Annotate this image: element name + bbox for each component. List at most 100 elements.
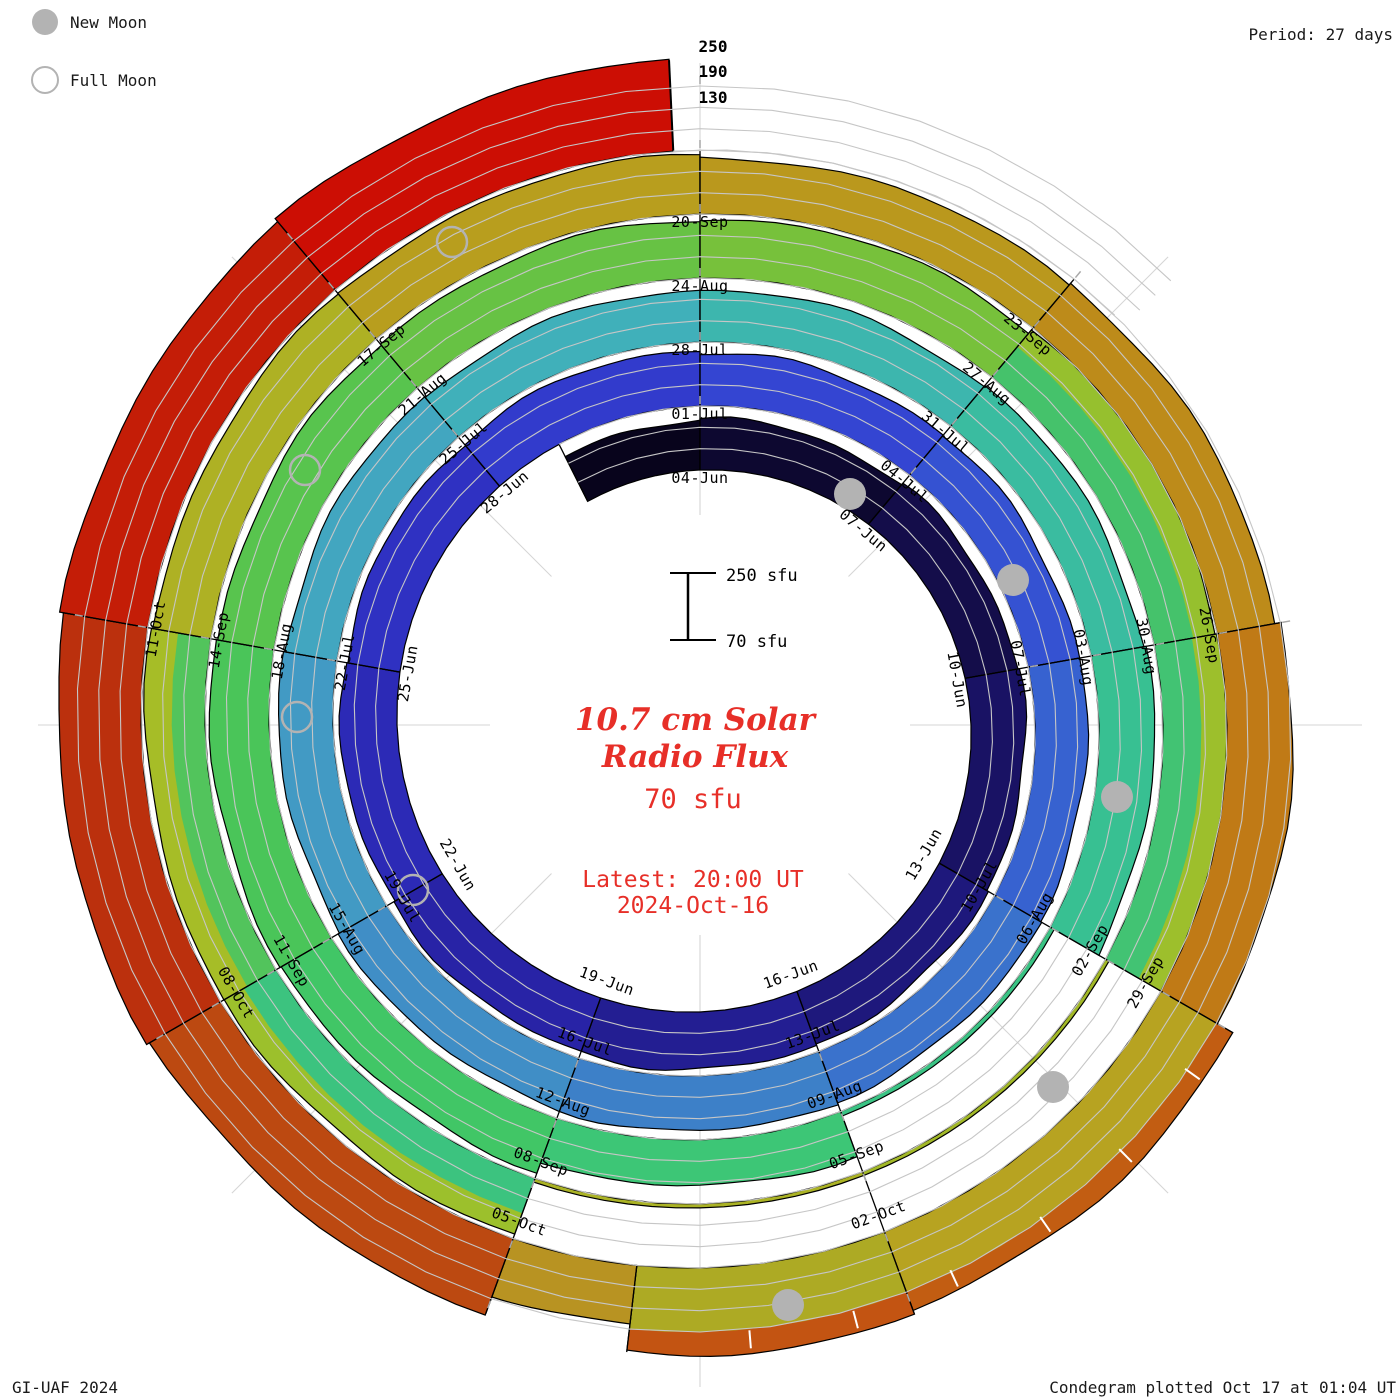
spiral-segment	[700, 220, 1029, 378]
spiral-segment	[425, 290, 700, 438]
flux-gridline	[76, 85, 1292, 1333]
chart-title-line1: 10.7 cm Solar	[575, 702, 818, 738]
full-moon-marker	[396, 873, 430, 907]
new-moon-marker	[1101, 781, 1133, 813]
spiral-segment-outline	[393, 873, 602, 1052]
spiral-segment	[464, 351, 700, 487]
day-tick	[156, 1034, 164, 1040]
spiral-segment	[284, 396, 459, 661]
spiral-segment-overflow	[626, 1292, 915, 1357]
day-tick	[530, 1180, 535, 1189]
segment-separator	[965, 666, 1029, 679]
legend-full-moon-label: Full Moon	[70, 71, 157, 90]
flux-scale-bar	[670, 572, 716, 641]
spiral-segment	[337, 154, 700, 339]
spiral-segment	[700, 290, 985, 427]
segment-separator	[512, 1178, 536, 1239]
spiral-segment	[950, 385, 1144, 656]
day-tick	[862, 1173, 867, 1182]
segment-separator	[578, 997, 602, 1059]
segment-separator	[273, 649, 337, 662]
full-moon-marker	[280, 700, 314, 734]
spiral-segment	[152, 294, 377, 639]
day-tick	[818, 1053, 823, 1062]
day-tick	[322, 938, 331, 944]
day-tick	[1106, 959, 1115, 965]
day-tick	[410, 379, 417, 387]
date-label: 04-Jun	[671, 469, 728, 487]
day-tick	[1156, 642, 1165, 646]
spiral-segment-outline	[347, 444, 501, 673]
segment-separator	[862, 1171, 886, 1233]
spiral-segment	[149, 1001, 514, 1316]
credit-right: Condegram plotted Oct 17 at 01:04 UT	[1049, 1378, 1396, 1397]
segment-separator	[1049, 926, 1106, 960]
segment-separator	[818, 1051, 842, 1112]
day-tick	[1162, 991, 1171, 997]
segment-separator	[867, 474, 911, 525]
segment-separator	[991, 327, 1034, 378]
day-tick	[200, 636, 209, 640]
day-tick	[508, 1240, 514, 1249]
segment-separator	[796, 991, 820, 1052]
day-tick	[211, 1002, 220, 1008]
day-tick	[1051, 927, 1060, 933]
spiral-segment	[339, 662, 443, 901]
segment-separator	[534, 1118, 558, 1179]
spiral-segment-outline	[564, 419, 701, 503]
day-tick	[1217, 1023, 1226, 1029]
daily-dash	[949, 1269, 959, 1287]
radial-scale-130: 130	[699, 88, 728, 107]
spiral-segment-outline	[580, 990, 818, 1071]
full-moon-marker	[288, 453, 322, 487]
date-label: 20-Sep	[671, 213, 728, 231]
spiral-segment-outline	[274, 58, 674, 291]
segment-separator	[275, 219, 336, 291]
spiral-segment	[868, 483, 1018, 679]
segment-separator	[331, 905, 388, 939]
segment-separator	[950, 376, 993, 427]
day-tick	[1029, 664, 1039, 668]
period-label: Period: 27 days	[1249, 25, 1394, 44]
spiral-segment	[991, 330, 1215, 645]
spiral-segment-outline	[699, 416, 903, 526]
spiral-segment	[347, 445, 500, 673]
daily-dash	[1184, 1068, 1201, 1081]
scale-bar-min-label: 70 sfu	[726, 632, 787, 652]
spiral-segment	[217, 345, 418, 650]
flux-gridline	[98, 106, 1270, 1312]
day-tick	[1093, 653, 1102, 657]
day-tick	[1074, 270, 1082, 279]
day-tick	[377, 906, 386, 912]
segment-separator	[840, 1111, 864, 1172]
flux-gridline	[673, 149, 1116, 316]
day-tick	[996, 895, 1004, 901]
day-tick	[74, 614, 83, 617]
spiral-segment-outline	[938, 668, 1028, 892]
day-tick	[906, 1293, 911, 1302]
day-tick	[327, 281, 335, 289]
spiral-segment-outline	[867, 482, 1019, 679]
spiral-segment-outline	[796, 862, 990, 1045]
segment-separator	[375, 338, 418, 389]
segment-separator	[220, 969, 277, 1003]
new-moon-marker	[1037, 1071, 1069, 1103]
spiral-segment	[796, 863, 989, 1044]
spiral-segment-overflow	[143, 628, 248, 1000]
segment-separator	[558, 443, 589, 502]
new-moon-marker	[997, 564, 1029, 596]
day-tick	[263, 647, 272, 651]
latest-date-label: 2024-Oct-16	[617, 893, 769, 919]
day-tick	[992, 368, 999, 377]
day-tick	[574, 1059, 579, 1068]
daily-dash	[748, 1330, 752, 1349]
day-tick	[910, 467, 917, 475]
scale-bar-max-label: 250 sfu	[726, 566, 798, 586]
segment-separator	[1028, 655, 1092, 668]
day-tick	[840, 1113, 845, 1122]
spiral-segment	[209, 639, 332, 968]
date-label: 28-Jul	[671, 341, 728, 359]
spiral-segment	[581, 991, 817, 1071]
segment-separator	[1217, 621, 1282, 635]
spiral-segment-overflow	[906, 1023, 1233, 1311]
